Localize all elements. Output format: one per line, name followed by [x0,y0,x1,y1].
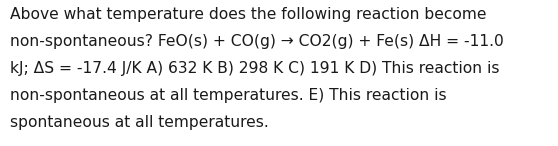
Text: spontaneous at all temperatures.: spontaneous at all temperatures. [10,115,269,130]
Text: Above what temperature does the following reaction become: Above what temperature does the followin… [10,7,487,22]
Text: non-spontaneous? FeO(s) + CO(g) → CO2(g) + Fe(s) ΔH = -11.0: non-spontaneous? FeO(s) + CO(g) → CO2(g)… [10,34,504,49]
Text: kJ; ΔS = -17.4 J/K A) 632 K B) 298 K C) 191 K D) This reaction is: kJ; ΔS = -17.4 J/K A) 632 K B) 298 K C) … [10,61,499,76]
Text: non-spontaneous at all temperatures. E) This reaction is: non-spontaneous at all temperatures. E) … [10,88,446,103]
